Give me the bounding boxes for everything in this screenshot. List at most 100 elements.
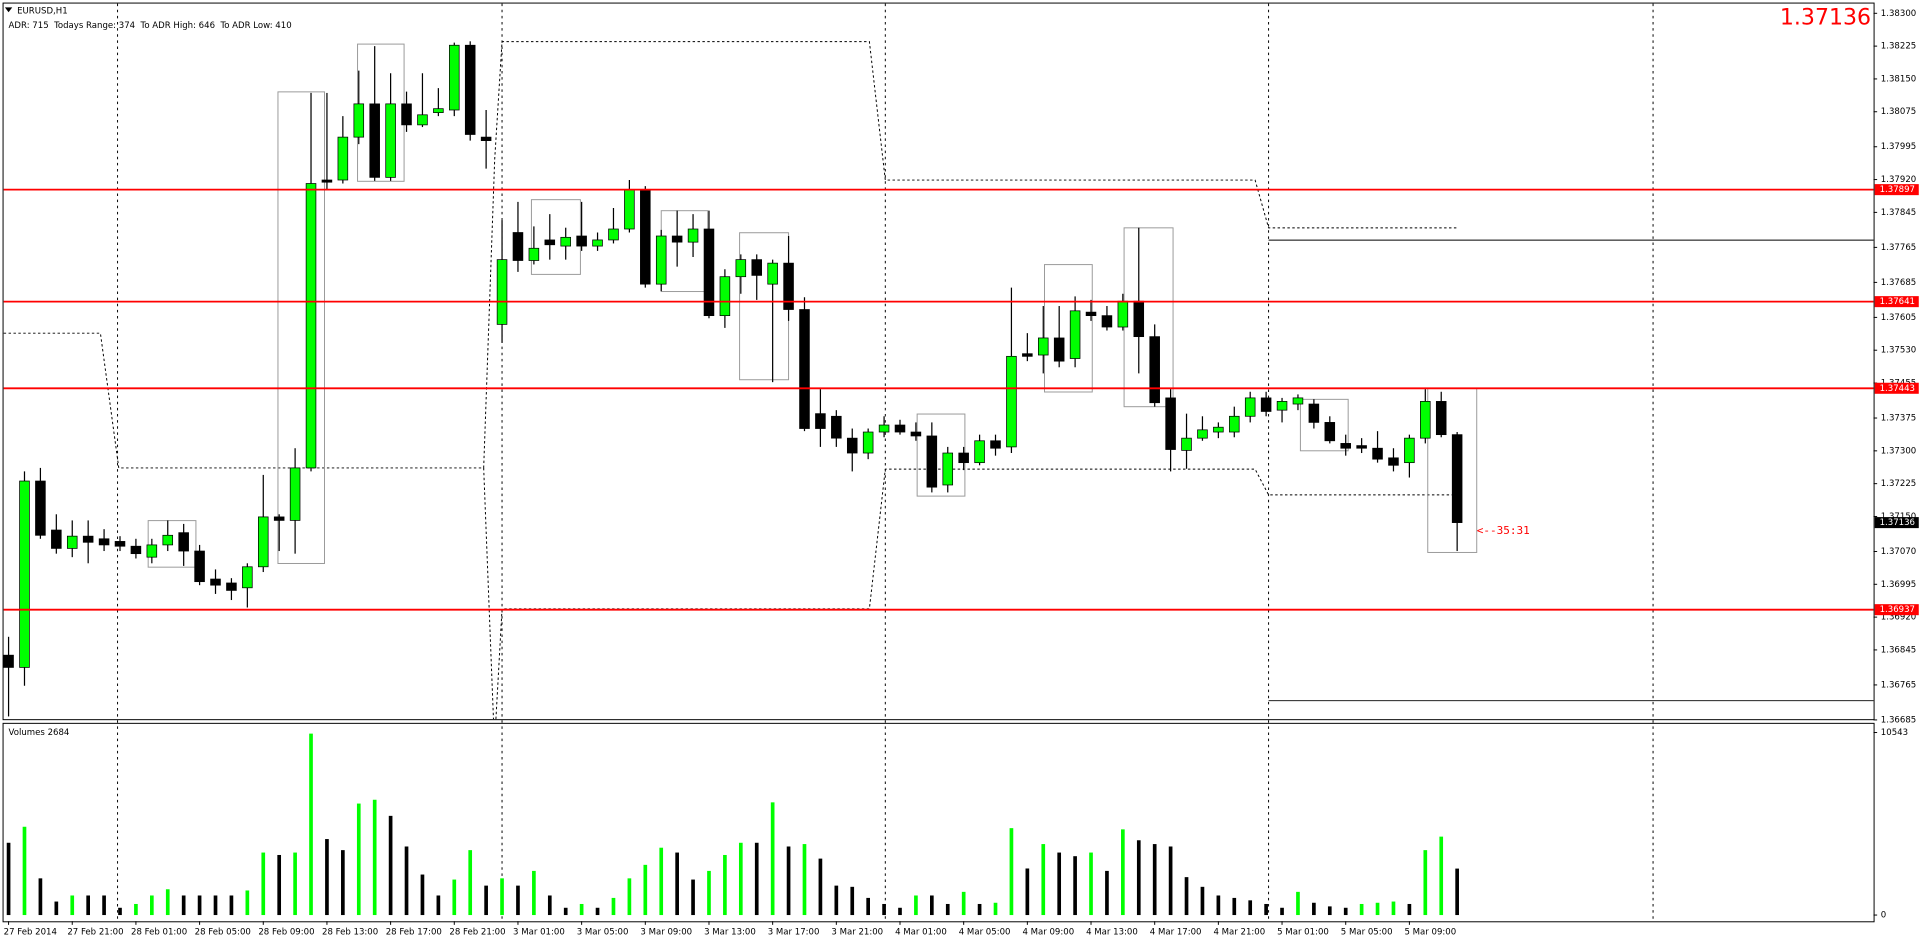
volume-bar	[356, 803, 361, 916]
candle-body	[958, 452, 969, 464]
x-tick-label: 4 Mar 13:00	[1086, 928, 1138, 938]
x-tick-label: 28 Feb 09:00	[258, 928, 314, 938]
volume-bar	[1168, 846, 1173, 916]
level-label: 1.37443	[1880, 384, 1915, 394]
candle-body	[799, 309, 810, 429]
x-tick-label: 27 Feb 2014	[4, 928, 57, 938]
y-tick-label: 1.37605	[1881, 313, 1916, 323]
volume-bar	[484, 885, 488, 916]
volume-bar	[1136, 840, 1141, 916]
volume-bar	[261, 852, 266, 916]
candle-body	[655, 235, 667, 285]
candle-body	[910, 431, 922, 437]
candle-body	[1133, 300, 1145, 338]
volume-bar	[1248, 900, 1253, 916]
candle-body	[1022, 353, 1033, 357]
y-tick-label: 1.37375	[1881, 414, 1916, 424]
countdown: <--35:31	[1477, 524, 1530, 537]
volume-tick-label: 10543	[1881, 728, 1908, 738]
volume-bar	[70, 895, 75, 916]
candle-body	[1197, 429, 1208, 439]
volume-panel-frame	[2, 722, 1875, 923]
volume-bar	[1152, 844, 1157, 916]
volume-bar	[436, 895, 441, 916]
volume-bar	[118, 907, 122, 916]
volume-bar	[595, 907, 600, 916]
y-tick-label: 1.37530	[1881, 346, 1916, 356]
volume-bar	[325, 839, 329, 916]
volume-bar	[659, 847, 664, 916]
candle-body	[1420, 401, 1431, 439]
candle-body	[194, 550, 205, 583]
candle-body	[926, 435, 938, 488]
level-label-bg	[1874, 184, 1919, 196]
volume-bar	[754, 842, 759, 916]
y-tick-label: 1.36685	[1881, 715, 1916, 725]
candle-body	[528, 247, 540, 261]
candle-body	[51, 529, 62, 549]
candle-body	[273, 516, 285, 521]
candle-body	[1053, 337, 1065, 362]
volume-bar	[6, 842, 11, 916]
candle-body	[624, 189, 635, 230]
candle-body	[1356, 445, 1367, 449]
candle-body	[974, 440, 985, 464]
y-tick-label: 1.37845	[1881, 208, 1916, 218]
volume-bar	[707, 870, 711, 916]
y-tick-label: 1.37225	[1881, 479, 1916, 489]
x-tick-label: 5 Mar 09:00	[1404, 928, 1456, 938]
candle-body	[592, 239, 603, 247]
price-panel-frame	[2, 2, 1875, 721]
level-label: 1.37897	[1880, 185, 1915, 195]
candle-body	[640, 189, 651, 285]
volume-bar	[500, 878, 504, 916]
y-tick-label: 1.37765	[1881, 243, 1916, 253]
candle-body	[98, 538, 110, 546]
volume-bar	[738, 842, 743, 916]
volume-bar	[1025, 868, 1030, 916]
volume-bar	[341, 850, 345, 916]
volume-bar	[452, 879, 457, 916]
candle-body	[1213, 426, 1224, 433]
volume-bar	[1009, 828, 1014, 916]
candle-body	[783, 262, 794, 310]
candle-body	[1435, 401, 1447, 436]
adr-high-line	[3, 41, 1458, 469]
volume-bar	[945, 903, 950, 916]
volume-bar	[723, 854, 727, 916]
candle-body	[258, 516, 269, 568]
adr-low-line	[495, 468, 1458, 720]
candle-body	[608, 228, 619, 241]
candle-body	[1388, 457, 1399, 466]
x-tick-label: 27 Feb 21:00	[67, 928, 123, 938]
volume-bar	[165, 889, 170, 916]
candle-body	[687, 228, 699, 243]
y-tick-label: 1.38300	[1881, 9, 1916, 19]
session-box	[1299, 398, 1349, 452]
bid-big-label: 1.37136	[1780, 5, 1871, 30]
candle-body	[1292, 397, 1304, 405]
volume-bar	[914, 895, 918, 916]
candle-body	[337, 136, 349, 181]
candle-body	[1260, 397, 1272, 412]
candle-body	[114, 541, 126, 547]
y-tick-label: 1.38225	[1881, 42, 1916, 52]
volume-bar	[802, 844, 807, 916]
volume-bar	[1407, 903, 1412, 916]
candle-body	[1165, 397, 1176, 450]
volume-bar	[1041, 844, 1046, 916]
session-box	[1044, 264, 1093, 393]
candle-body	[1069, 310, 1081, 359]
candle-body	[862, 431, 874, 454]
candle-body	[178, 532, 189, 552]
candle-body	[576, 235, 587, 247]
candle-body	[1372, 447, 1383, 460]
candle-body	[385, 103, 396, 178]
candle-body	[433, 108, 444, 113]
volume-bar	[1089, 852, 1093, 916]
candle-body	[1149, 336, 1160, 404]
candle-body	[878, 424, 890, 433]
